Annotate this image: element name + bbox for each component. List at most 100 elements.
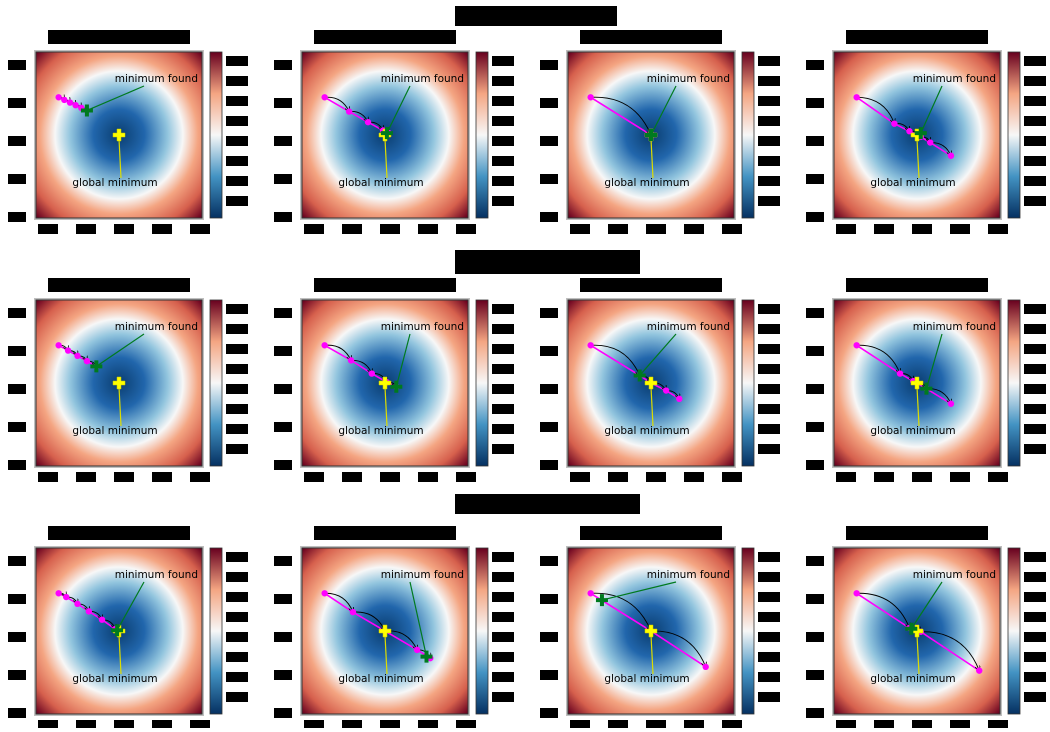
x-tick-label-redacted [342,224,362,234]
path-point [853,94,860,101]
colorbar-tick-redacted [1024,632,1046,642]
path-point [976,667,983,674]
global-minimum-label: global minimum [604,673,689,685]
found-marker [420,650,433,663]
found-marker [380,127,393,140]
x-tick-label-redacted [418,224,438,234]
x-tick-label-redacted [608,224,628,234]
y-tick-label-redacted [806,670,824,680]
colorbar-tick-redacted [758,404,780,414]
path-point [891,120,898,127]
path-point [321,590,328,597]
colorbar-tick-redacted [1024,384,1046,394]
global-pointer-line [916,138,920,179]
colorbar-tick-redacted [758,552,780,562]
colorbar [475,299,489,467]
global-minimum-label: global minimum [870,177,955,189]
y-tick-label-redacted [274,460,292,470]
path-point [98,616,106,623]
y-tick-label-redacted [540,460,558,470]
axes-border [567,299,735,467]
path-point [349,608,357,616]
colorbar-tick-redacted [492,552,514,562]
colorbar-tick-redacted [226,692,248,702]
global-pointer-line [118,386,122,427]
path-point [676,395,683,403]
colorbar-tick-redacted [1024,196,1046,206]
subplot-title-redacted [580,30,722,44]
colorbar-tick-redacted [758,572,780,582]
subplot-1-3: global minimum minimum found [806,278,1046,482]
colorbar [209,299,223,467]
colorbar-tick-redacted [492,76,514,86]
colorbar-tick-redacted [758,592,780,602]
colorbar-tick-redacted [492,572,514,582]
subplot-title-redacted [580,526,722,540]
minimum-found-label: minimum found [647,321,730,333]
found-pointer-line [601,581,677,601]
y-tick-label-redacted [806,60,824,70]
y-tick-label-redacted [8,212,26,222]
x-tick-label-redacted [608,720,628,730]
subplot-0-3: global minimum minimum found [806,30,1046,234]
colorbar-tick-redacted [492,324,514,334]
found-pointer-line [650,85,677,136]
found-marker [645,129,657,141]
found-pointer-line [925,333,943,389]
colorbar-tick-redacted [1024,592,1046,602]
x-tick-label-redacted [418,720,438,730]
colorbar-tick-redacted [1024,652,1046,662]
colorbar-tick-redacted [758,116,780,126]
x-tick-label-redacted [152,472,172,482]
x-tick-label-redacted [570,720,590,730]
global-pointer-line [650,138,654,179]
step-arrow [856,344,900,373]
path-point [64,347,72,354]
axes-border [567,547,735,715]
path-point [587,590,594,597]
x-tick-label-redacted [950,472,970,482]
colorbar-tick-redacted [758,424,780,434]
y-tick-label-redacted [806,384,824,394]
global-pointer-line [916,634,920,675]
x-tick-label-redacted [418,472,438,482]
y-tick-label-redacted [806,460,824,470]
found-pointer-line [920,85,943,134]
path-point [74,600,81,608]
colorbar-tick-redacted [758,344,780,354]
colorbar-tick-redacted [492,424,514,434]
y-tick-label-redacted [8,346,26,356]
subplot-2-1: global minimum minimum found [274,526,514,730]
colorbar-tick-redacted [226,592,248,602]
step-arrow [856,96,895,123]
x-tick-label-redacted [76,472,96,482]
minimum-found-label: minimum found [381,321,464,333]
axes-border [301,299,469,467]
colorbar-tick-redacted [1024,76,1046,86]
y-tick-label-redacted [8,594,26,604]
x-tick-label-redacted [646,224,666,234]
y-tick-label-redacted [806,212,824,222]
subplot-title-redacted [846,278,988,292]
colorbar-tick-redacted [1024,612,1046,622]
minimum-found-label: minimum found [647,569,730,581]
y-tick-label-redacted [806,174,824,184]
x-tick-label-redacted [304,224,324,234]
colorbar-tick-redacted [1024,56,1046,66]
colorbar-tick-redacted [758,196,780,206]
colorbar-tick-redacted [226,424,248,434]
colorbar-tick-redacted [492,592,514,602]
path-line [590,96,652,136]
x-tick-label-redacted [570,472,590,482]
x-tick-label-redacted [912,472,932,482]
y-tick-label-redacted [274,556,292,566]
colorbar-tick-redacted [758,156,780,166]
y-tick-label-redacted [806,594,824,604]
y-tick-label-redacted [274,136,292,146]
colorbar-tick-redacted [226,632,248,642]
colorbar-tick-redacted [758,76,780,86]
found-marker [390,380,403,393]
y-tick-label-redacted [540,708,558,718]
colorbar-tick-redacted [226,344,248,354]
y-tick-label-redacted [274,174,292,184]
